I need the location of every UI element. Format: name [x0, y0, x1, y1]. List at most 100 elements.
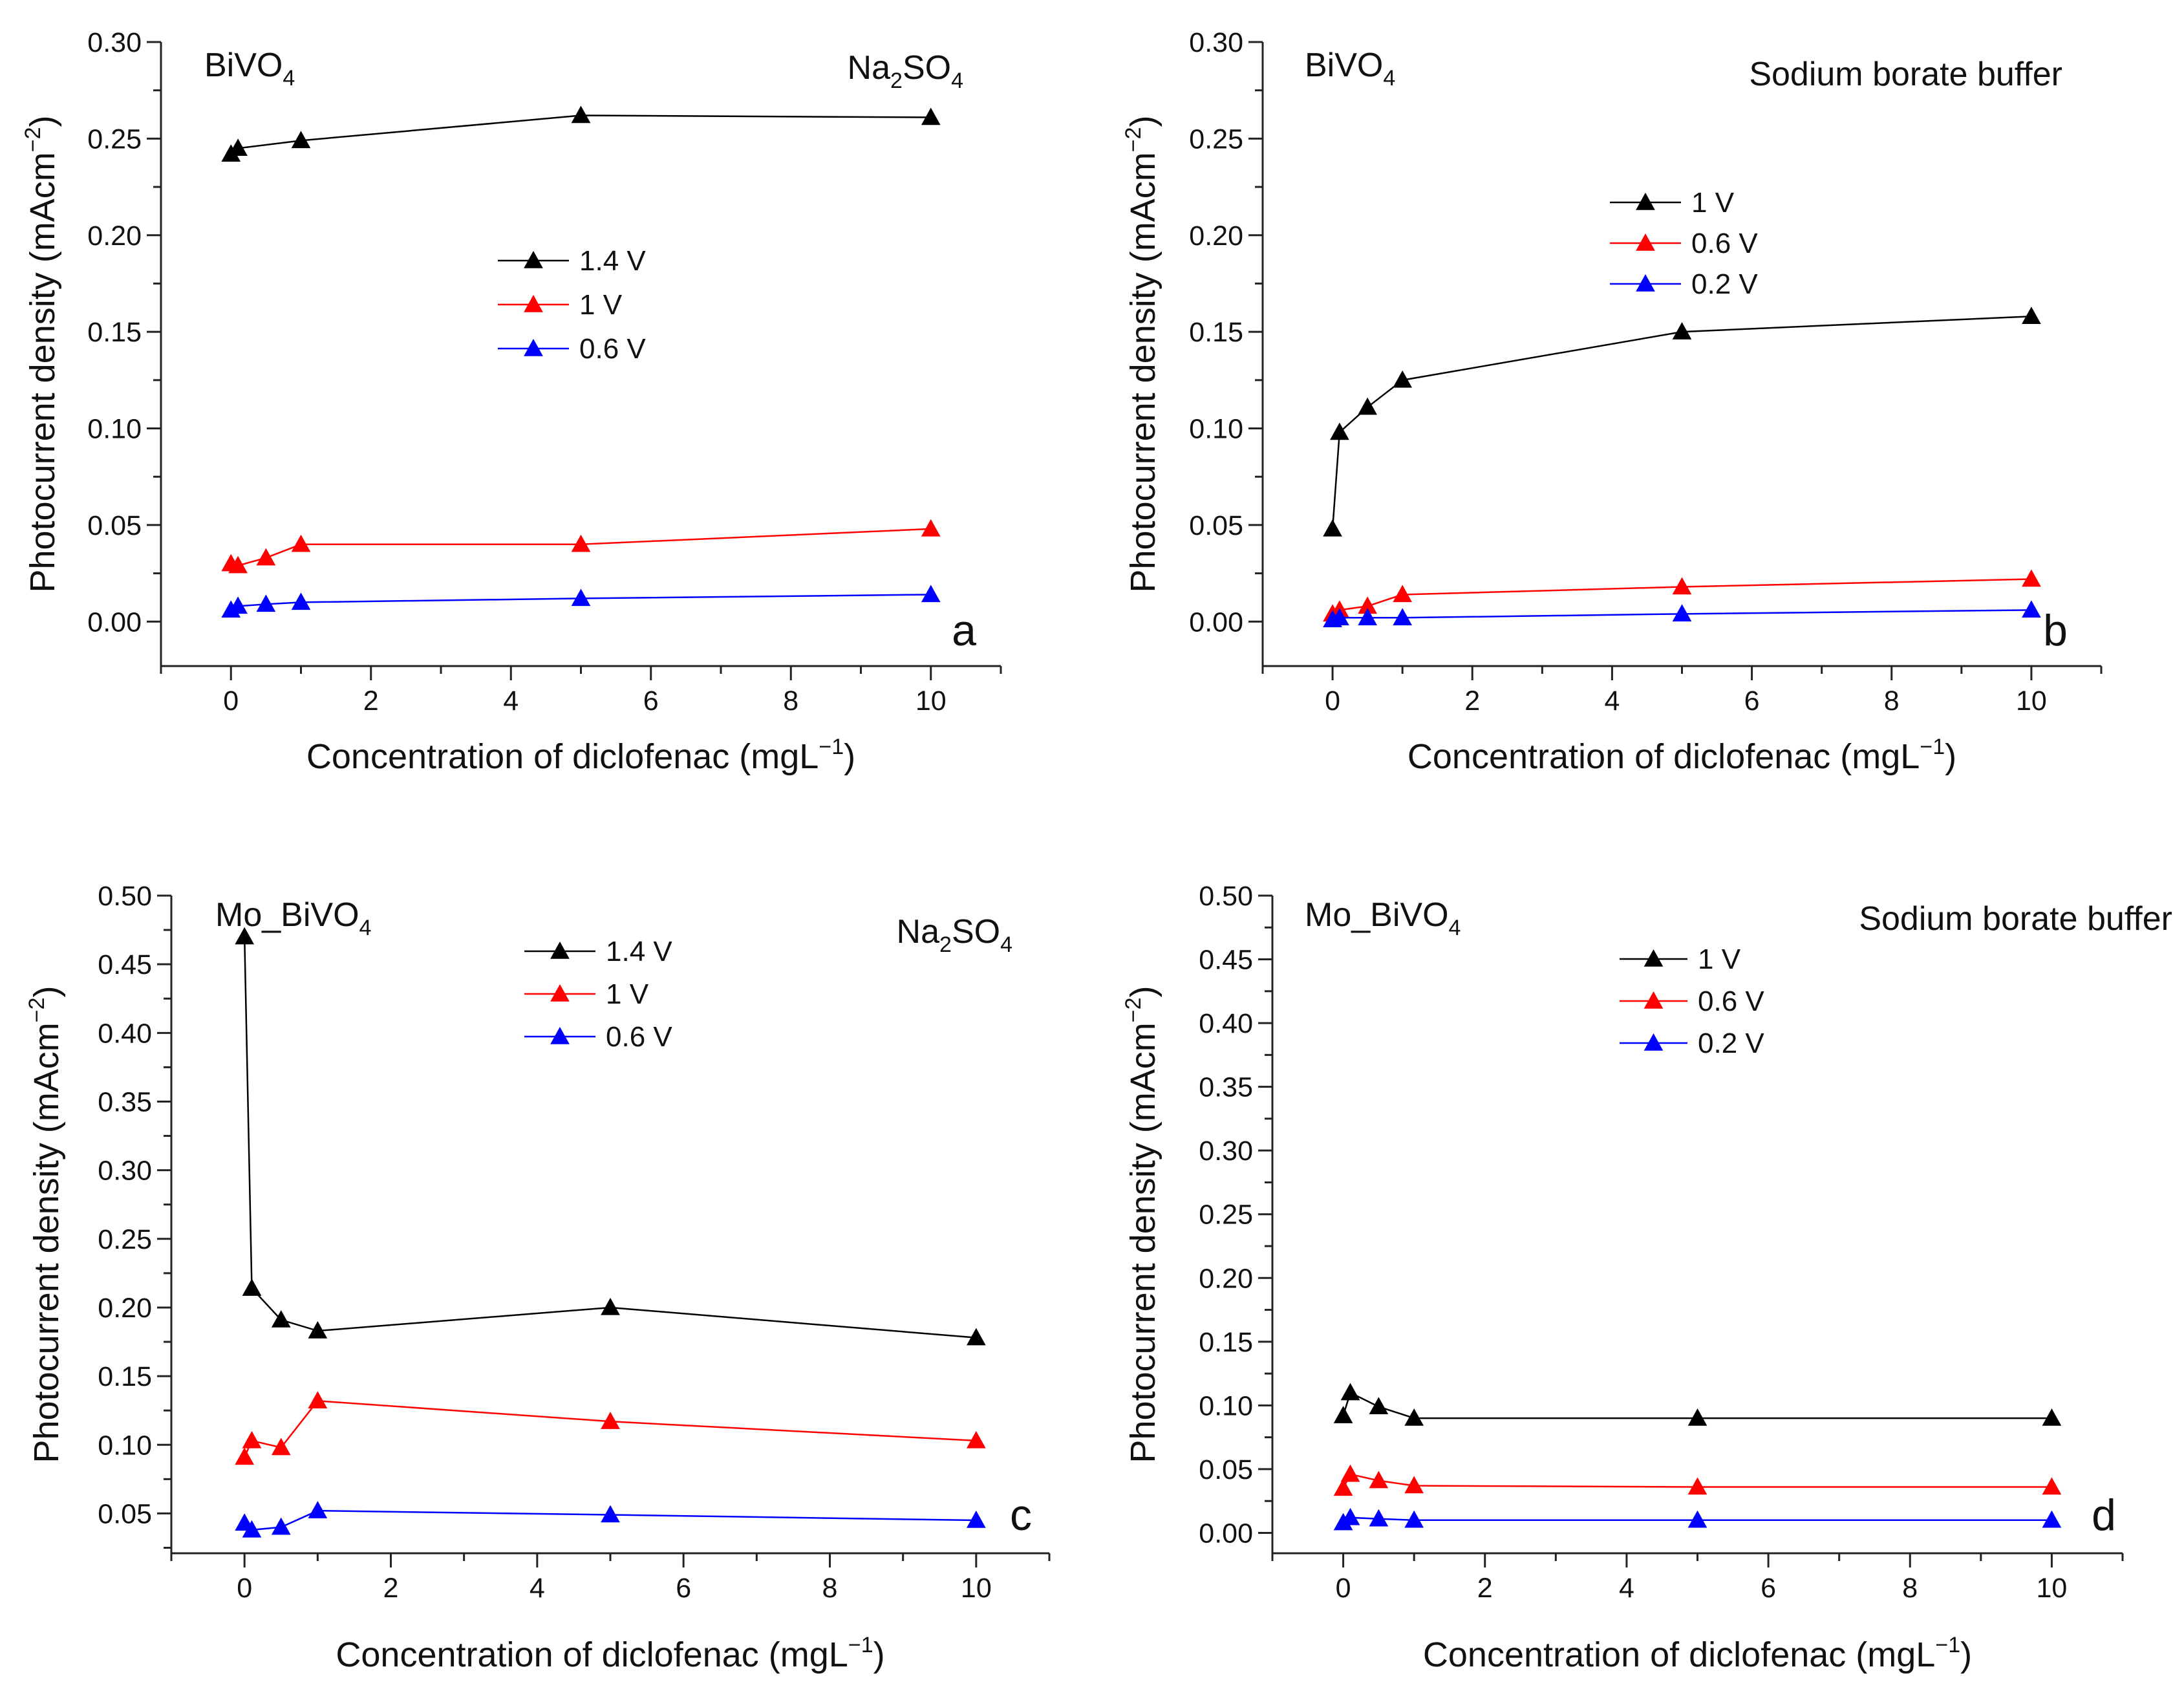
electrolyte-label-subscript: 2 — [939, 932, 952, 957]
y-tick-label: 0.10 — [1199, 1390, 1253, 1421]
chart-panel-c: 0 2 4 6 8 10 0.05 0.10 0.15 0.20 0.25 0.30 0.35 0.40 0… — [25, 881, 1051, 1674]
y-axis-label-text: Photocurrent density (mAcm — [23, 152, 62, 592]
data-point-marker — [1672, 322, 1692, 339]
y-axis-label-end: ) — [1124, 116, 1162, 127]
material-label-main: Mo_BiVO — [1305, 896, 1449, 934]
y-axis-label-superscript: −2 — [1121, 127, 1146, 152]
legend: 1.4 V 1 V 0.6 V — [498, 245, 646, 365]
material-label-subscript: 4 — [1449, 916, 1461, 940]
x-tick-label: 8 — [1902, 1573, 1918, 1604]
x-axis-label-text: Concentration of diclofenac (mgL — [336, 1635, 848, 1674]
data-point-marker — [235, 1447, 255, 1465]
y-tick-label: 0.05 — [1199, 1454, 1253, 1485]
x-tick-label: 4 — [530, 1573, 545, 1604]
x-tick-label: 10 — [915, 685, 947, 716]
x-tick-label: 6 — [1744, 685, 1760, 716]
data-point-marker — [1687, 1408, 1708, 1426]
y-tick-label: 0.45 — [1199, 945, 1253, 976]
data-point-marker — [921, 519, 941, 537]
electrolyte-label-text: Sodium borate buffer — [1749, 56, 2062, 93]
series-line — [1331, 315, 2031, 529]
y-axis-label: Photocurrent density (mAcm−2) — [25, 986, 66, 1463]
x-tick-label: 0 — [223, 685, 239, 716]
y-tick-label: 0.50 — [1199, 881, 1253, 912]
y-tick-label: 0.05 — [1189, 510, 1243, 541]
legend-label: 1 V — [579, 289, 623, 321]
legend: 1 V 0.6 V 0.2 V — [1610, 187, 1758, 300]
data-point-marker — [1369, 1509, 1389, 1527]
y-tick-label: 0.20 — [98, 1293, 152, 1324]
data-point-marker — [1369, 1397, 1389, 1415]
x-tick-label: 2 — [363, 685, 379, 716]
legend-marker — [524, 250, 543, 268]
data-point-marker — [271, 1438, 291, 1456]
data-point-marker — [966, 1328, 986, 1346]
x-axis-label-text: Concentration of diclofenac (mgL — [306, 737, 819, 776]
data-point-marker — [242, 1520, 262, 1538]
electrolyte-label-subscript: 4 — [951, 69, 963, 93]
legend-marker — [1636, 192, 1655, 210]
data-point-marker — [242, 1278, 262, 1296]
legend-marker — [1643, 991, 1664, 1009]
x-tick-label: 6 — [676, 1573, 691, 1604]
legend-label: 1 V — [606, 978, 649, 1010]
x-axis-label-end: ) — [873, 1635, 885, 1674]
data-point-marker — [1340, 1383, 1360, 1401]
x-axis-label-end: ) — [1960, 1635, 1972, 1674]
x-axis-label: Concentration of diclofenac (mgL−1) — [1423, 1633, 1972, 1674]
material-label-subscript: 4 — [283, 66, 295, 91]
y-tick-label: 0.30 — [98, 1156, 152, 1187]
electrolyte-label-mid: SO — [952, 913, 1000, 951]
data-point-marker — [1358, 608, 1377, 626]
data-point-marker — [2022, 600, 2041, 618]
data-point-marker — [1333, 1478, 1353, 1496]
electrolyte-label-main: Na — [848, 49, 891, 87]
data-point-marker — [235, 927, 255, 945]
legend-label: 0.6 V — [1691, 228, 1758, 259]
data-point-marker — [271, 1517, 291, 1535]
material-label-subscript: 4 — [1383, 66, 1395, 91]
material-label: BiVO4 — [204, 47, 295, 91]
electrolyte-label-text: Sodium borate buffer — [1859, 900, 2172, 938]
data-point-marker — [228, 138, 248, 156]
y-tick-label: 0.20 — [1199, 1263, 1253, 1294]
y-tick-label: 0.00 — [1189, 607, 1243, 638]
y-tick-label: 0.30 — [1199, 1136, 1253, 1167]
data-point-marker — [1393, 585, 1413, 603]
x-tick-label: 2 — [383, 1573, 399, 1604]
panel-letter: a — [952, 606, 976, 655]
y-axis-label-superscript: −2 — [21, 127, 45, 152]
legend-label: 0.6 V — [579, 333, 646, 365]
data-point-marker — [571, 105, 591, 124]
y-axis-label: Photocurrent density (mAcm−2) — [1121, 116, 1162, 593]
x-tick-label: 0 — [1336, 1573, 1351, 1604]
data-point-marker — [966, 1511, 986, 1528]
y-tick-label: 0.15 — [98, 1361, 152, 1392]
material-label-subscript: 4 — [359, 916, 372, 940]
x-tick-label: 8 — [822, 1573, 838, 1604]
data-point-marker — [1323, 519, 1342, 537]
x-axis-label-end: ) — [844, 737, 855, 776]
panel-letter: c — [1010, 1491, 1032, 1540]
y-axis-label: Photocurrent density (mAcm−2) — [1121, 986, 1162, 1463]
material-label-main: Mo_BiVO — [215, 896, 359, 934]
legend: 1 V 0.6 V 0.2 V — [1620, 943, 1764, 1059]
data-point-marker — [228, 555, 248, 574]
x-axis-label-end: ) — [1945, 737, 1956, 776]
legend-label: 1.4 V — [579, 245, 646, 277]
y-tick-label: 0.20 — [87, 221, 142, 252]
y-tick-label: 0.40 — [1199, 1008, 1253, 1039]
y-tick-label: 0.10 — [1189, 414, 1243, 445]
legend-marker — [1643, 1033, 1664, 1051]
data-point-marker — [291, 131, 311, 149]
data-point-marker — [1369, 1470, 1389, 1489]
data-point-marker — [601, 1297, 620, 1315]
material-label: Mo_BiVO4 — [1305, 896, 1461, 940]
data-point-marker — [1672, 604, 1692, 622]
legend-label: 0.2 V — [1698, 1028, 1764, 1059]
legend-marker — [550, 941, 570, 959]
data-point-marker — [291, 534, 311, 552]
electrolyte-label: Na2SO4 — [897, 913, 1012, 957]
data-point-marker — [1358, 397, 1377, 415]
